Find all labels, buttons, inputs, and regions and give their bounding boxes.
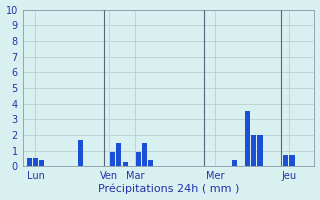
Bar	[27, 158, 32, 166]
Bar	[39, 160, 44, 166]
Bar	[142, 143, 147, 166]
Bar	[244, 111, 250, 166]
Bar	[148, 160, 154, 166]
Bar	[123, 162, 128, 166]
Bar	[257, 135, 262, 166]
Bar	[116, 143, 121, 166]
Bar	[33, 158, 38, 166]
Bar	[251, 135, 256, 166]
Bar	[136, 152, 141, 166]
Bar	[110, 152, 115, 166]
X-axis label: Précipitations 24h ( mm ): Précipitations 24h ( mm )	[98, 184, 239, 194]
Bar	[283, 155, 288, 166]
Bar	[78, 140, 83, 166]
Bar	[232, 160, 237, 166]
Bar	[289, 155, 295, 166]
